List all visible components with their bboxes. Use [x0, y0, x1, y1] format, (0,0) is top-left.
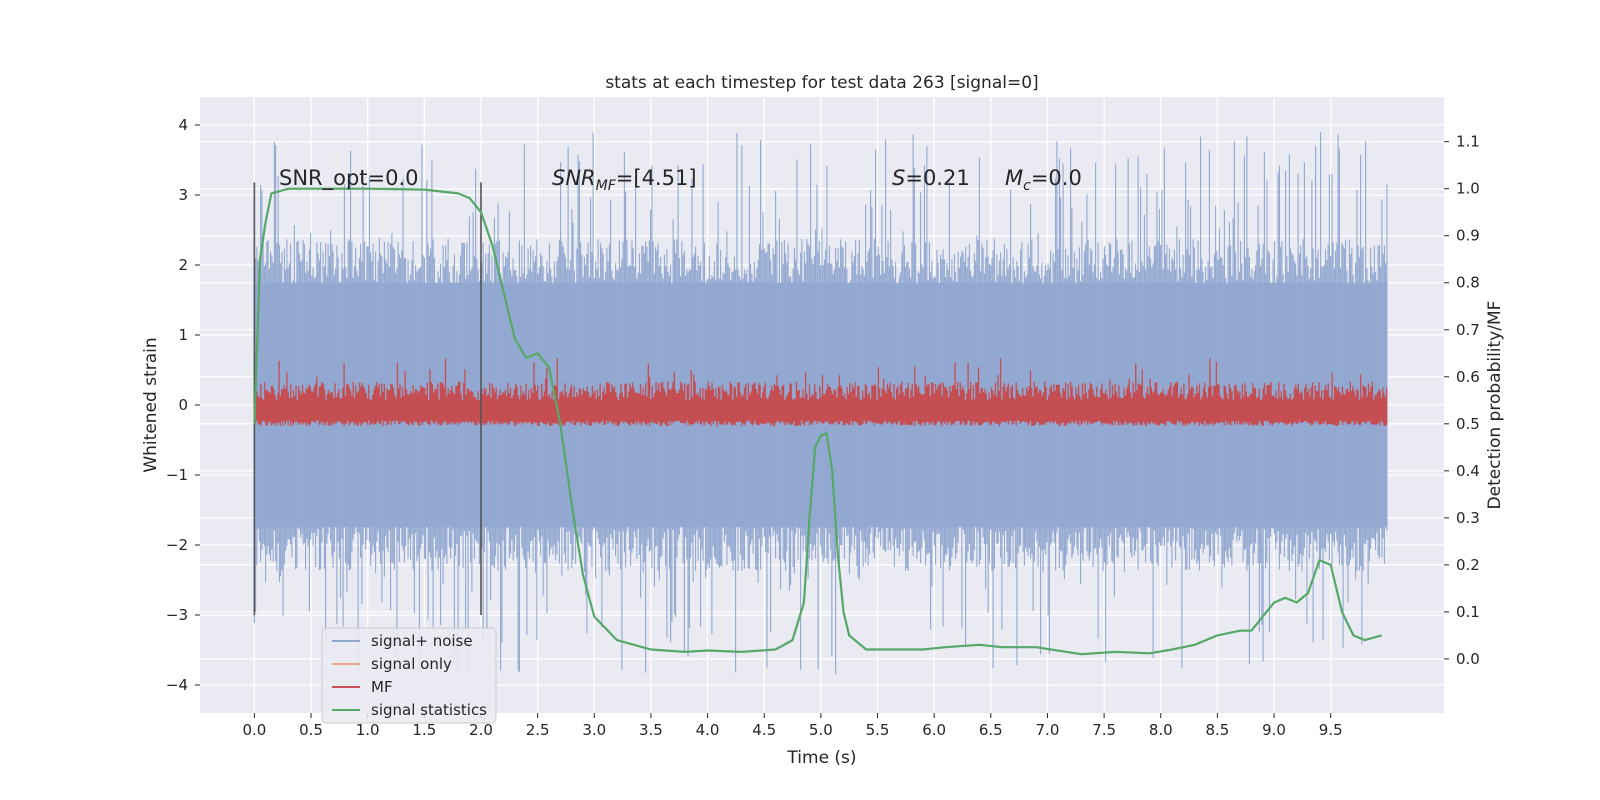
annotation-s-main: S — [892, 166, 905, 190]
legend-box — [321, 627, 497, 724]
x-tick-label-14: 7.0 — [1036, 721, 1060, 739]
annotation-snr-mf-main: SNR — [552, 166, 596, 190]
annotation-mc-sub: c — [1023, 178, 1031, 194]
y-tick-label-5: 1 — [178, 326, 188, 344]
x-tick-label-19: 9.5 — [1319, 721, 1343, 739]
x-tick-label-1: 0.5 — [299, 721, 323, 739]
chart-title: stats at each timestep for test data 263… — [605, 73, 1038, 93]
y2-tick-label-11: 1.1 — [1456, 133, 1480, 151]
legend-label-mf: MF — [371, 678, 393, 696]
x-tick-label-6: 3.0 — [582, 721, 606, 739]
y2-tick-label-3: 0.3 — [1456, 509, 1480, 527]
legend: signal+ noise signal only MF signal stat… — [321, 627, 497, 724]
y-tick-label-7: 3 — [178, 186, 188, 204]
signal-statistics-series — [253, 187, 1382, 656]
y-tick-label-0: −4 — [166, 676, 188, 694]
signal-statistics-line — [253, 187, 1382, 656]
annotation-snr-opt: SNR_opt=0.0 — [279, 166, 419, 191]
x-tick-label-17: 8.5 — [1205, 721, 1229, 739]
x-tick-label-5: 2.5 — [526, 721, 550, 739]
x-tick-label-10: 5.0 — [809, 721, 833, 739]
legend-label-signal-only: signal only — [371, 655, 452, 673]
x-axis-label: Time (s) — [786, 748, 856, 768]
annotation-snr-mf: SNRMF=[4.51] — [552, 166, 697, 194]
legend-label-signal-statistics: signal statistics — [371, 701, 487, 719]
x-tick-label-15: 7.5 — [1092, 721, 1116, 739]
x-tick-label-11: 5.5 — [866, 721, 890, 739]
x-tick-label-0: 0.0 — [242, 721, 266, 739]
y2-tick-label-6: 0.6 — [1456, 368, 1480, 386]
annotation-mc-rest: =0.0 — [1031, 166, 1082, 190]
x-tick-label-16: 8.0 — [1149, 721, 1173, 739]
annotation-s-rest: =0.21 — [905, 166, 969, 190]
y-tick-label-1: −3 — [166, 606, 188, 624]
y2-tick-label-5: 0.5 — [1456, 415, 1480, 433]
annotation-snr-mf-sub: MF — [596, 178, 617, 194]
y-axis-label: Whitened strain — [141, 337, 161, 472]
y2-tick-label-0: 0.0 — [1456, 650, 1480, 668]
y2-tick-label-9: 0.9 — [1456, 227, 1480, 245]
annotation-mc-main: M — [1005, 166, 1023, 190]
y-tick-label-6: 2 — [178, 256, 188, 274]
y2-tick-label-10: 1.0 — [1456, 180, 1480, 198]
y2-tick-label-2: 0.2 — [1456, 556, 1480, 574]
x-tick-label-4: 2.0 — [469, 721, 493, 739]
y2-tick-label-4: 0.4 — [1456, 462, 1480, 480]
y2-tick-label-8: 0.8 — [1456, 274, 1480, 292]
y2-axis-label: Detection probability/MF — [1485, 301, 1505, 510]
x-tick-label-13: 6.5 — [979, 721, 1003, 739]
annotation-snr-mf-rest: =[4.51] — [616, 166, 697, 190]
x-tick-label-8: 4.0 — [696, 721, 720, 739]
y-tick-label-3: −1 — [166, 466, 188, 484]
annotation-s: S=0.21 — [892, 166, 970, 190]
x-tick-label-3: 1.5 — [412, 721, 436, 739]
x-tick-label-2: 1.0 — [356, 721, 380, 739]
x-tick-label-7: 3.5 — [639, 721, 663, 739]
x-tick-label-9: 4.5 — [752, 721, 776, 739]
legend-label-signal-noise: signal+ noise — [371, 632, 473, 650]
y2-tick-label-1: 0.1 — [1456, 603, 1480, 621]
y-tick-label-4: 0 — [178, 396, 188, 414]
y-tick-label-2: −2 — [166, 536, 188, 554]
x-tick-label-12: 6.0 — [922, 721, 946, 739]
y-tick-label-8: 4 — [178, 116, 188, 134]
annotation-mc: Mc=0.0 — [1005, 166, 1082, 194]
x-tick-label-18: 9.0 — [1262, 721, 1286, 739]
tick-labels: 0.0 0.5 1.0 1.5 2.0 2.5 3.0 3.5 4.0 4.5 5.0 5.5 6.0 6… — [166, 116, 1480, 739]
y2-tick-label-7: 0.7 — [1456, 321, 1480, 339]
